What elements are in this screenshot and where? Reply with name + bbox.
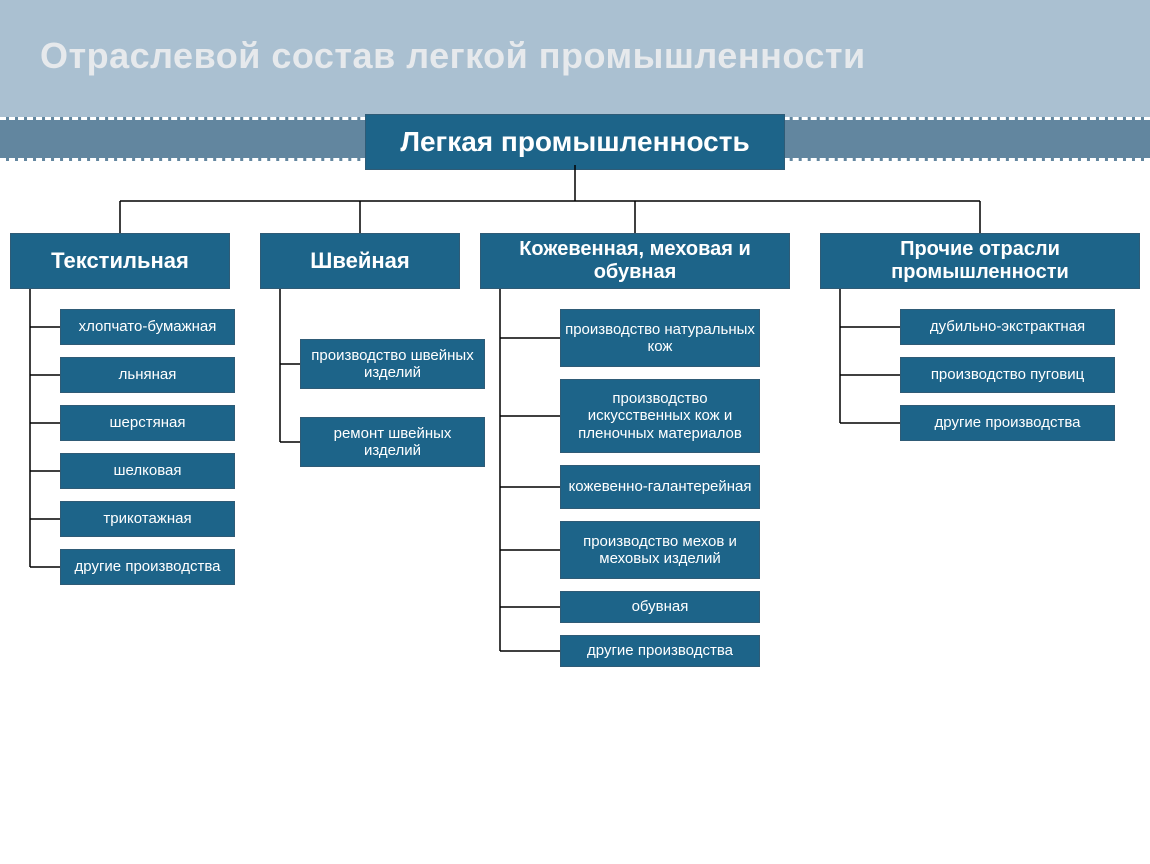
branch-leather: Кожевенная, меховая и обувная xyxy=(480,233,790,289)
branch-textile: Текстильная xyxy=(10,233,230,289)
leaf-textile-2: шерстяная xyxy=(60,405,235,441)
title-bar: Отраслевой состав легкой промышленности xyxy=(0,0,1150,117)
branch-sewing: Швейная xyxy=(260,233,460,289)
leaf-textile-5: другие производства xyxy=(60,549,235,585)
leaf-textile-4: трикотажная xyxy=(60,501,235,537)
leaf-leather-2: кожевенно-галантерейная xyxy=(560,465,760,509)
leaf-textile-3: шелковая xyxy=(60,453,235,489)
leaf-leather-1: производство искусственных кож и пленочн… xyxy=(560,379,760,453)
leaf-leather-4: обувная xyxy=(560,591,760,623)
leaf-other-1: производство пуговиц xyxy=(900,357,1115,393)
page-title: Отраслевой состав легкой промышленности xyxy=(40,35,1110,77)
leaf-leather-5: другие производства xyxy=(560,635,760,667)
dashed-band: Легкая промышленность xyxy=(0,117,1150,161)
leaf-textile-1: льняная xyxy=(60,357,235,393)
leaf-other-0: дубильно-экстрактная xyxy=(900,309,1115,345)
leaf-other-2: другие производства xyxy=(900,405,1115,441)
hierarchy-container: Текстильная хлопчато-бумажная льняная шерст… xyxy=(0,161,1150,691)
branch-other: Прочие отрасли промышленности xyxy=(820,233,1140,289)
leaf-sewing-1: ремонт швейных изделий xyxy=(300,417,485,467)
leaf-leather-0: производство натуральных кож xyxy=(560,309,760,367)
leaf-leather-3: производство мехов и меховых изделий xyxy=(560,521,760,579)
leaf-sewing-0: производство швейных изделий xyxy=(300,339,485,389)
leaf-textile-0: хлопчато-бумажная xyxy=(60,309,235,345)
